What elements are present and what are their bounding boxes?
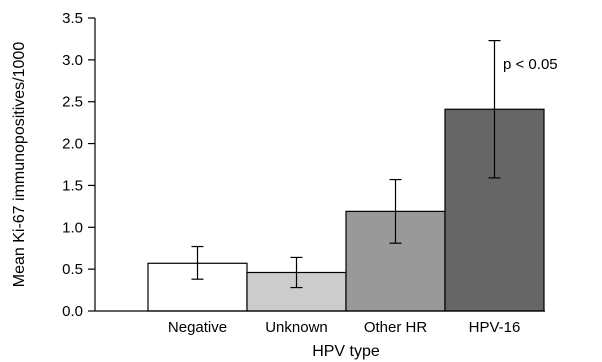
y-tick-label: 2.0 [62,136,83,153]
y-axis-ticks: 0.0 0.5 1.0 1.5 2.0 2.5 3.0 3.5 [62,10,95,320]
y-tick-label: 0.0 [62,303,83,320]
x-tick-label: Unknown [265,319,328,336]
error-bars [191,40,501,289]
bar-hpv-16 [444,108,545,312]
bars [147,108,545,312]
y-axis-title: Mean Ki-67 immunopositives/1000 [11,42,28,288]
x-axis-title: HPV type [312,343,380,360]
significance-annotation: p < 0.05 [503,56,558,73]
x-tick-label: HPV-16 [469,319,521,336]
y-tick-label: 2.5 [62,94,83,111]
x-axis-labels: Negative Unknown Other HR HPV-16 [168,319,520,336]
x-tick-label: Other HR [364,319,428,336]
y-tick-label: 1.0 [62,219,83,236]
y-tick-label: 0.5 [62,261,83,278]
y-tick-label: 3.5 [62,10,83,27]
y-tick-label: 3.0 [62,52,83,69]
y-tick-label: 1.5 [62,177,83,194]
x-tick-label: Negative [168,319,227,336]
